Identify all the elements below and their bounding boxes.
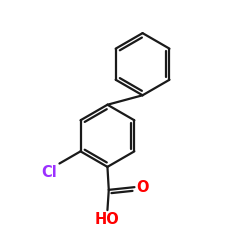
Text: O: O <box>136 180 149 195</box>
Text: HO: HO <box>95 212 120 227</box>
Text: Cl: Cl <box>42 164 57 180</box>
